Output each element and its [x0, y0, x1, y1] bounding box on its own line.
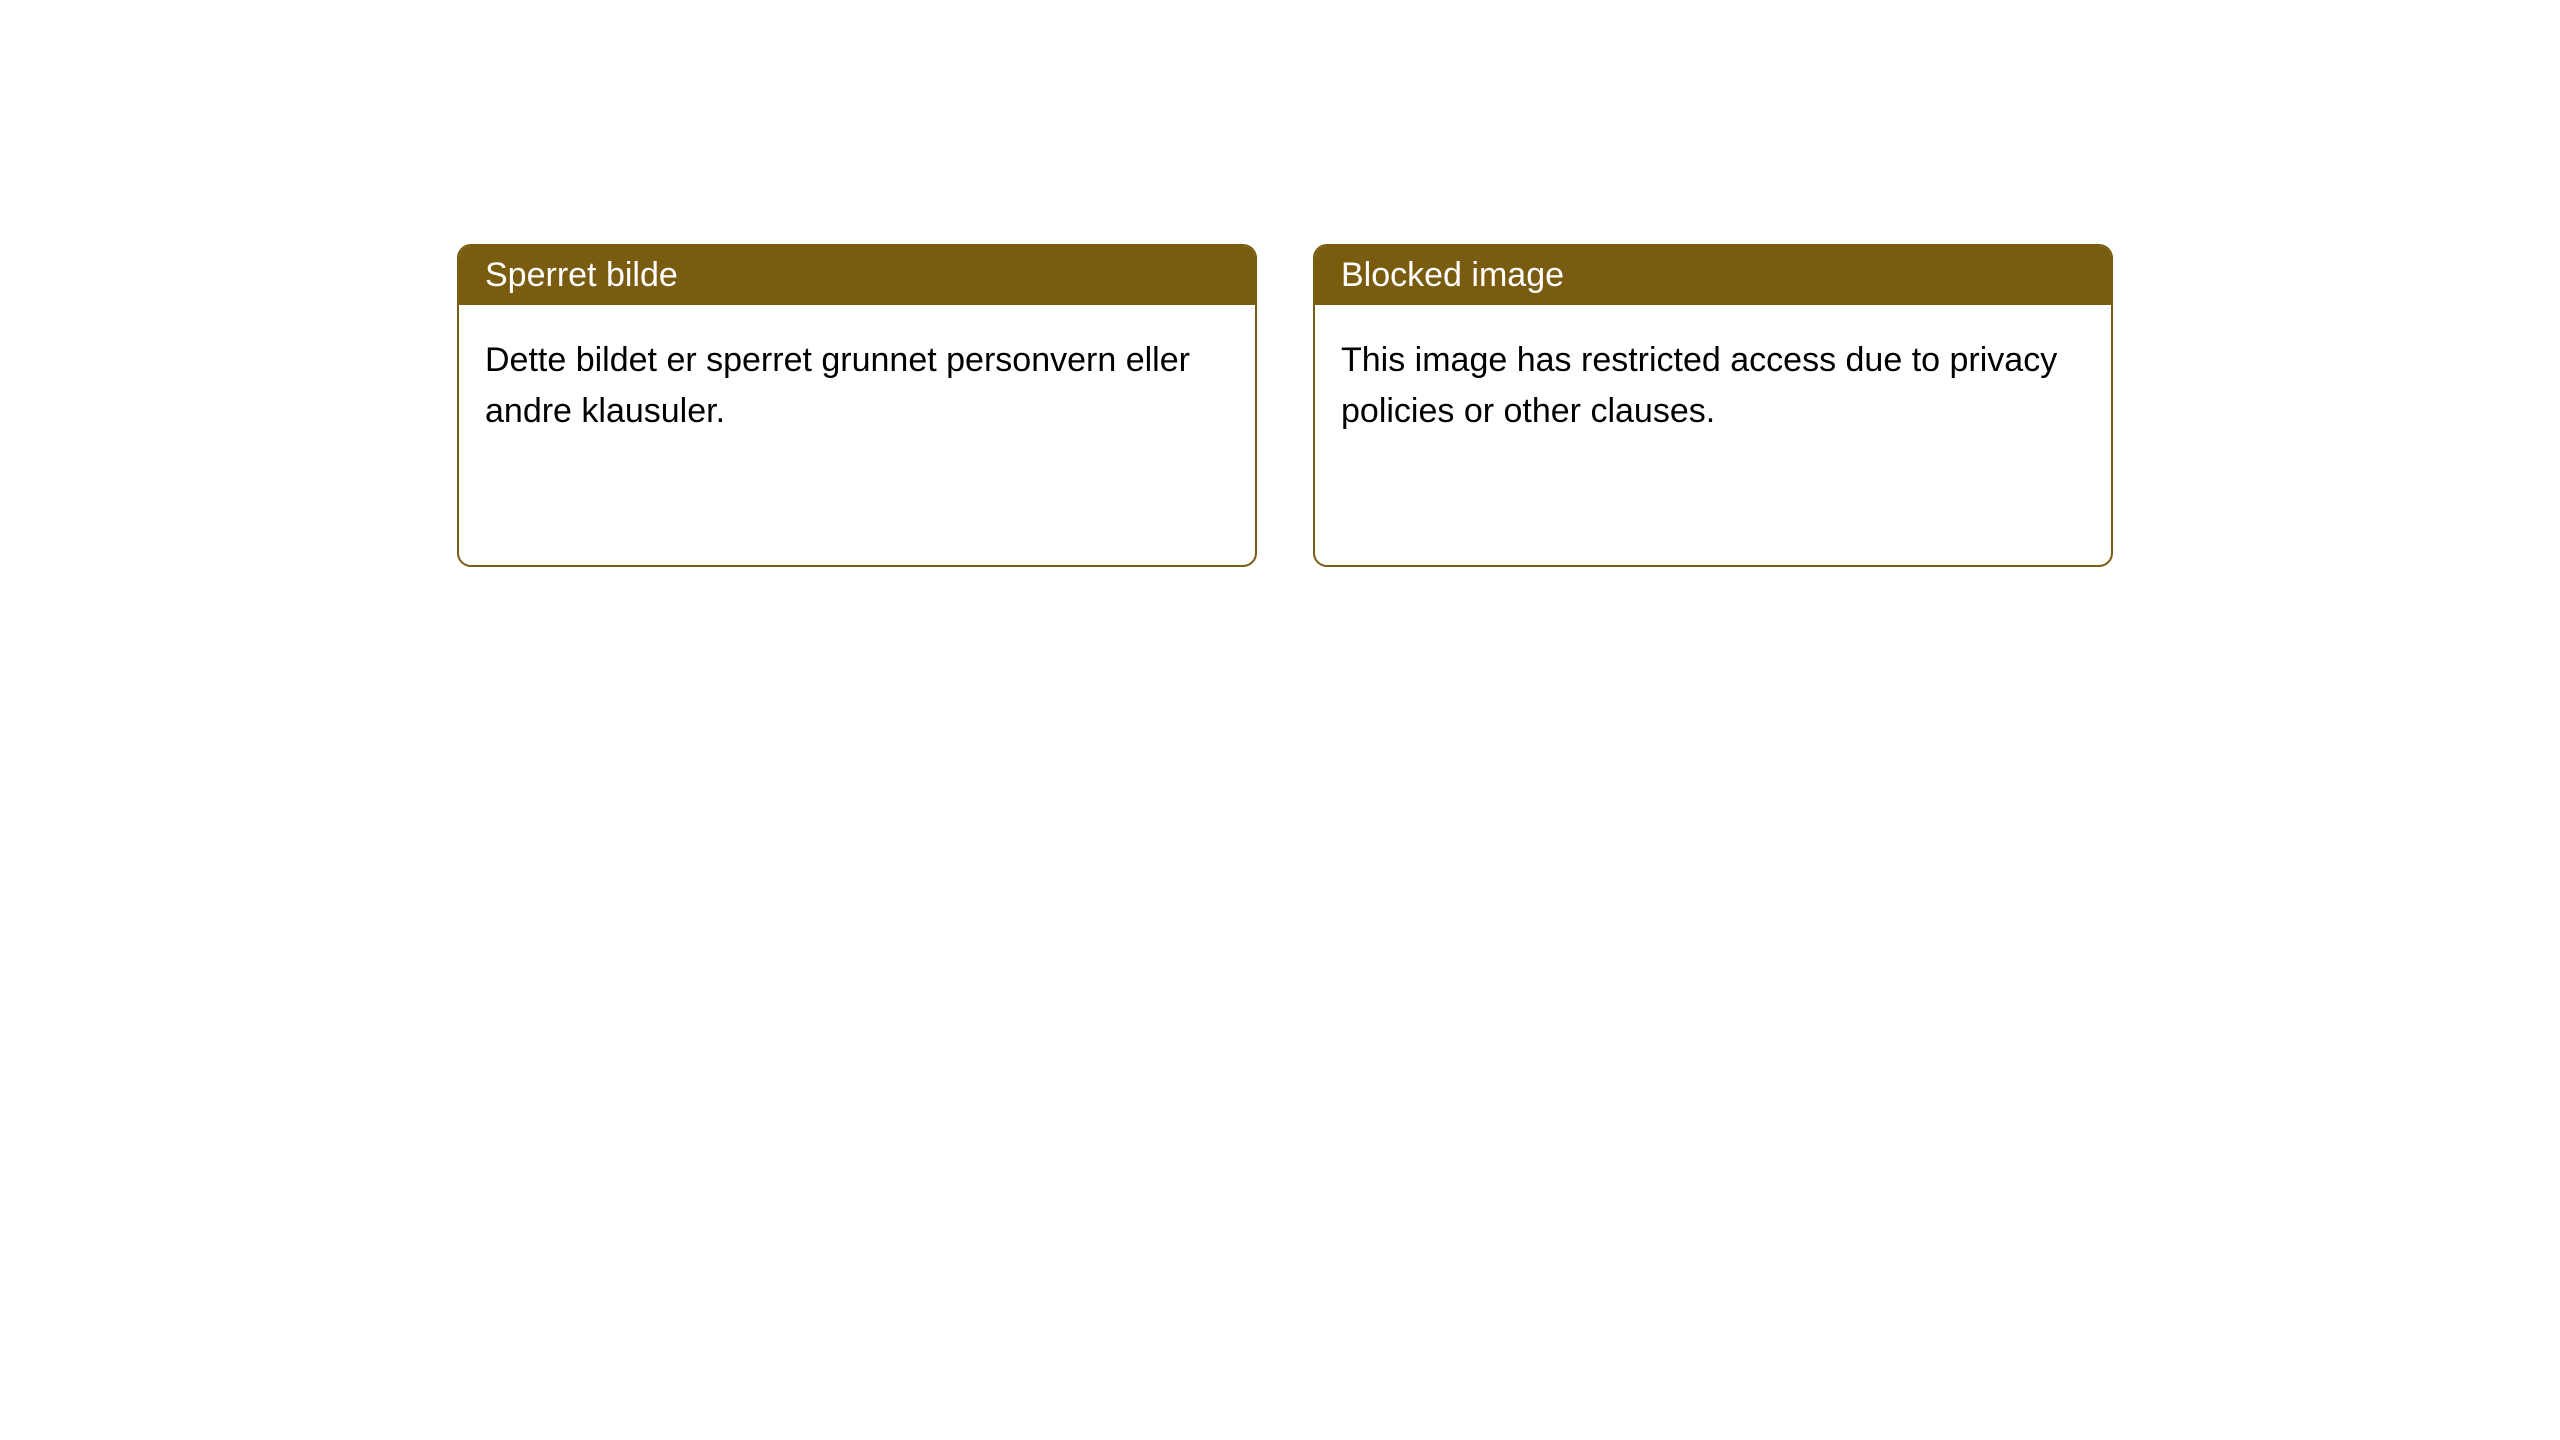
notice-body: Dette bildet er sperret grunnet personve…: [459, 305, 1255, 565]
notice-header: Sperret bilde: [459, 246, 1255, 305]
notice-container: Sperret bilde Dette bildet er sperret gr…: [0, 0, 2560, 567]
notice-title: Sperret bilde: [485, 256, 678, 294]
notice-body-text: This image has restricted access due to …: [1341, 341, 2057, 430]
notice-card-english: Blocked image This image has restricted …: [1313, 244, 2113, 567]
notice-card-norwegian: Sperret bilde Dette bildet er sperret gr…: [457, 244, 1257, 567]
notice-header: Blocked image: [1315, 246, 2111, 305]
notice-body-text: Dette bildet er sperret grunnet personve…: [485, 341, 1190, 430]
notice-title: Blocked image: [1341, 256, 1564, 294]
notice-body: This image has restricted access due to …: [1315, 305, 2111, 565]
